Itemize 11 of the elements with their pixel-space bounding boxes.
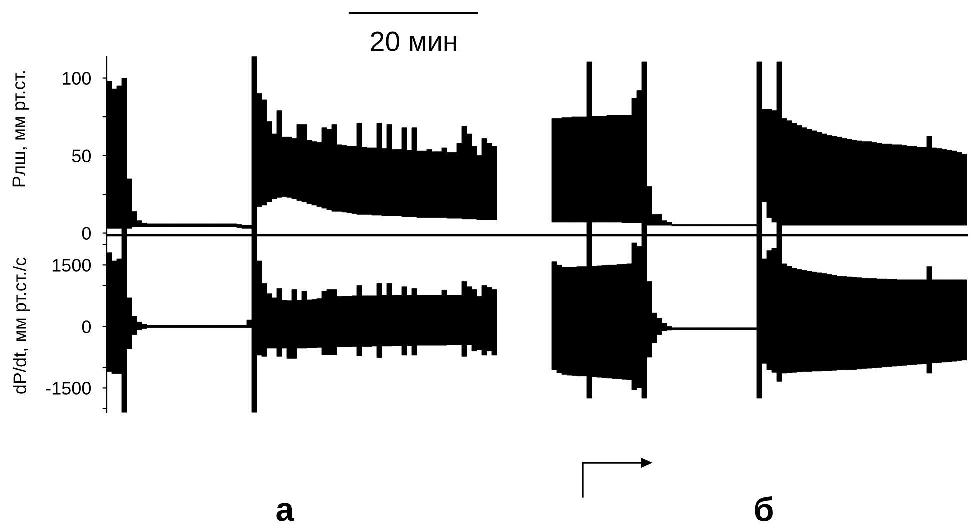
y-axis-title: dP/dt, мм рт.ст./с <box>13 258 30 394</box>
y-tick-label: 0 <box>82 227 92 240</box>
y-tick-label: -1500 <box>46 382 92 395</box>
y-tick-label: 0 <box>82 320 92 334</box>
y-tick-label: 100 <box>62 72 92 86</box>
y-axis-title: Рлш, мм рт.ст. <box>12 72 29 187</box>
text: 20 мин <box>371 32 456 52</box>
y-tick-label: 50 <box>72 150 92 163</box>
y-tick-label: 1500 <box>52 259 92 272</box>
text: а <box>276 503 294 522</box>
text: б <box>755 496 773 522</box>
